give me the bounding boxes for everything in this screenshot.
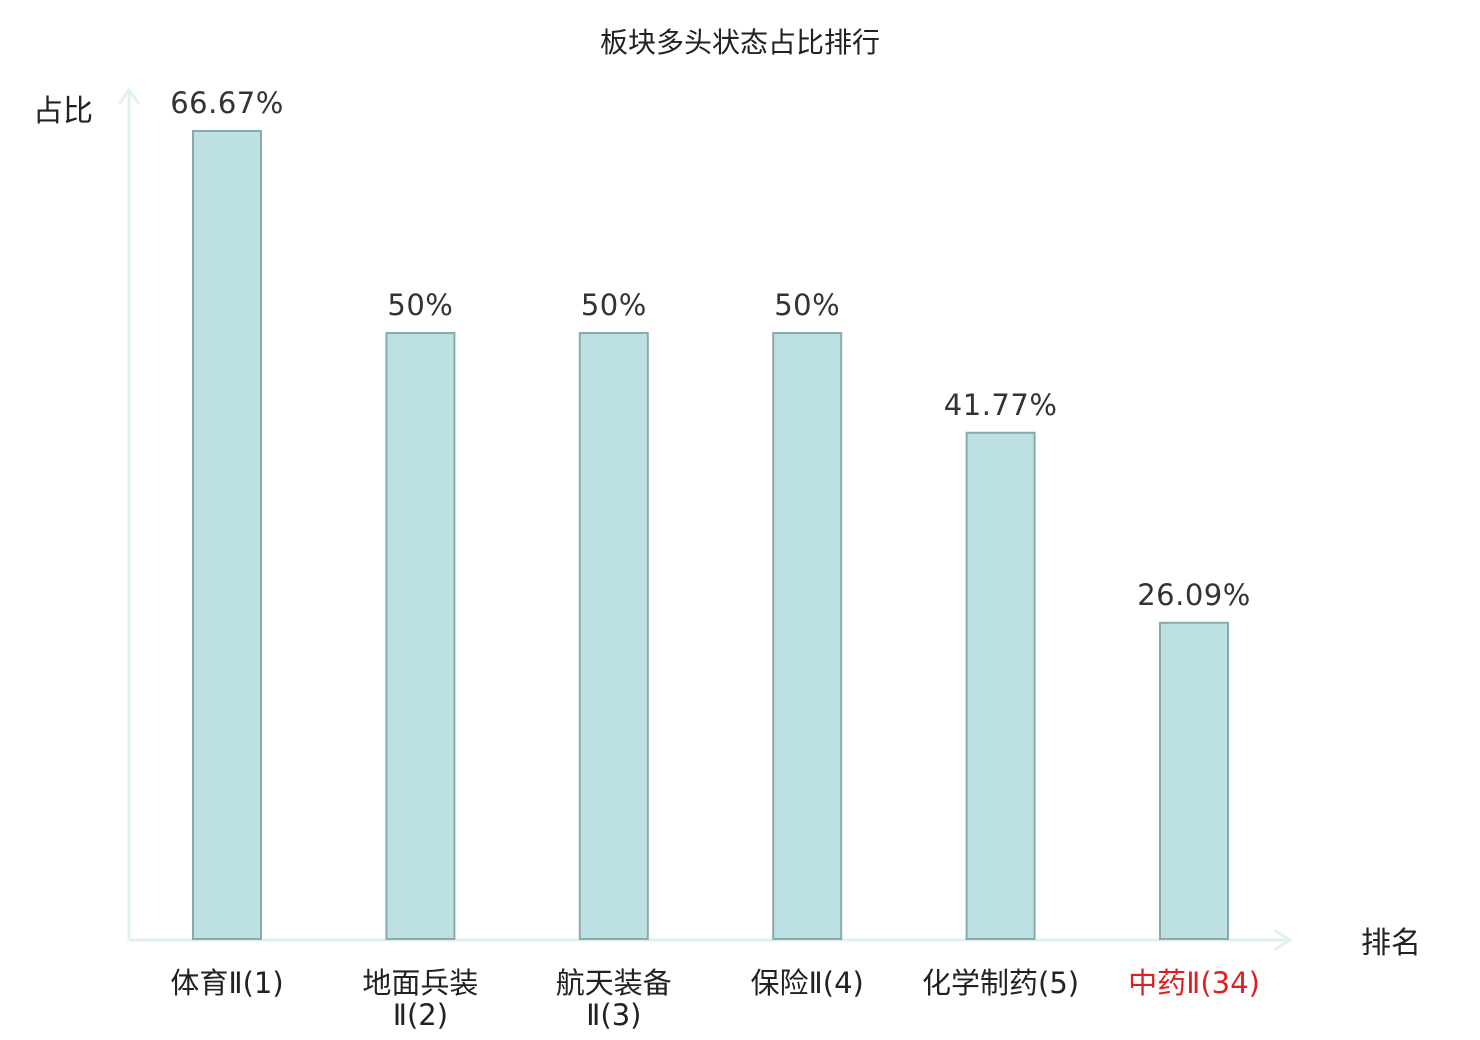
category-label-4: 保险Ⅱ(4) — [751, 966, 864, 1000]
value-label-4: 50% — [774, 288, 840, 322]
value-labels: 66.67% 50% 50% 50% 41.77% 26.09% — [170, 86, 1251, 612]
chart-title: 板块多头状态占比排行 — [600, 26, 880, 59]
category-label-2-line-2: Ⅱ(2) — [393, 998, 448, 1032]
x-axis-label: 排名 — [1361, 926, 1421, 961]
bar-2 — [385, 332, 456, 941]
bar-5 — [965, 431, 1036, 940]
value-label-2: 50% — [387, 288, 453, 322]
category-label-6: 中药Ⅱ(34) — [1128, 966, 1260, 1000]
y-axis-arrow — [117, 87, 141, 105]
category-label-5: 化学制药(5) — [922, 966, 1079, 1000]
bar-6 — [1159, 621, 1229, 940]
bar-4 — [772, 332, 843, 941]
bar-3 — [578, 332, 649, 941]
bar-series — [192, 130, 1229, 941]
value-label-5: 41.77% — [944, 388, 1058, 422]
bar-1 — [192, 130, 262, 940]
value-label-3: 50% — [581, 288, 647, 322]
value-label-1: 66.67% — [170, 86, 284, 120]
x-axis-arrow — [1273, 928, 1293, 952]
category-label-3-line-2: Ⅱ(3) — [586, 998, 641, 1032]
category-label-2-line-1: 地面兵装 — [362, 966, 478, 1000]
category-label-3-line-1: 航天装备 — [556, 966, 672, 1000]
axes — [117, 87, 1293, 952]
value-label-6: 26.09% — [1137, 578, 1251, 612]
y-axis-label: 占比 — [33, 94, 93, 129]
category-label-1: 体育Ⅱ(1) — [170, 966, 283, 1000]
